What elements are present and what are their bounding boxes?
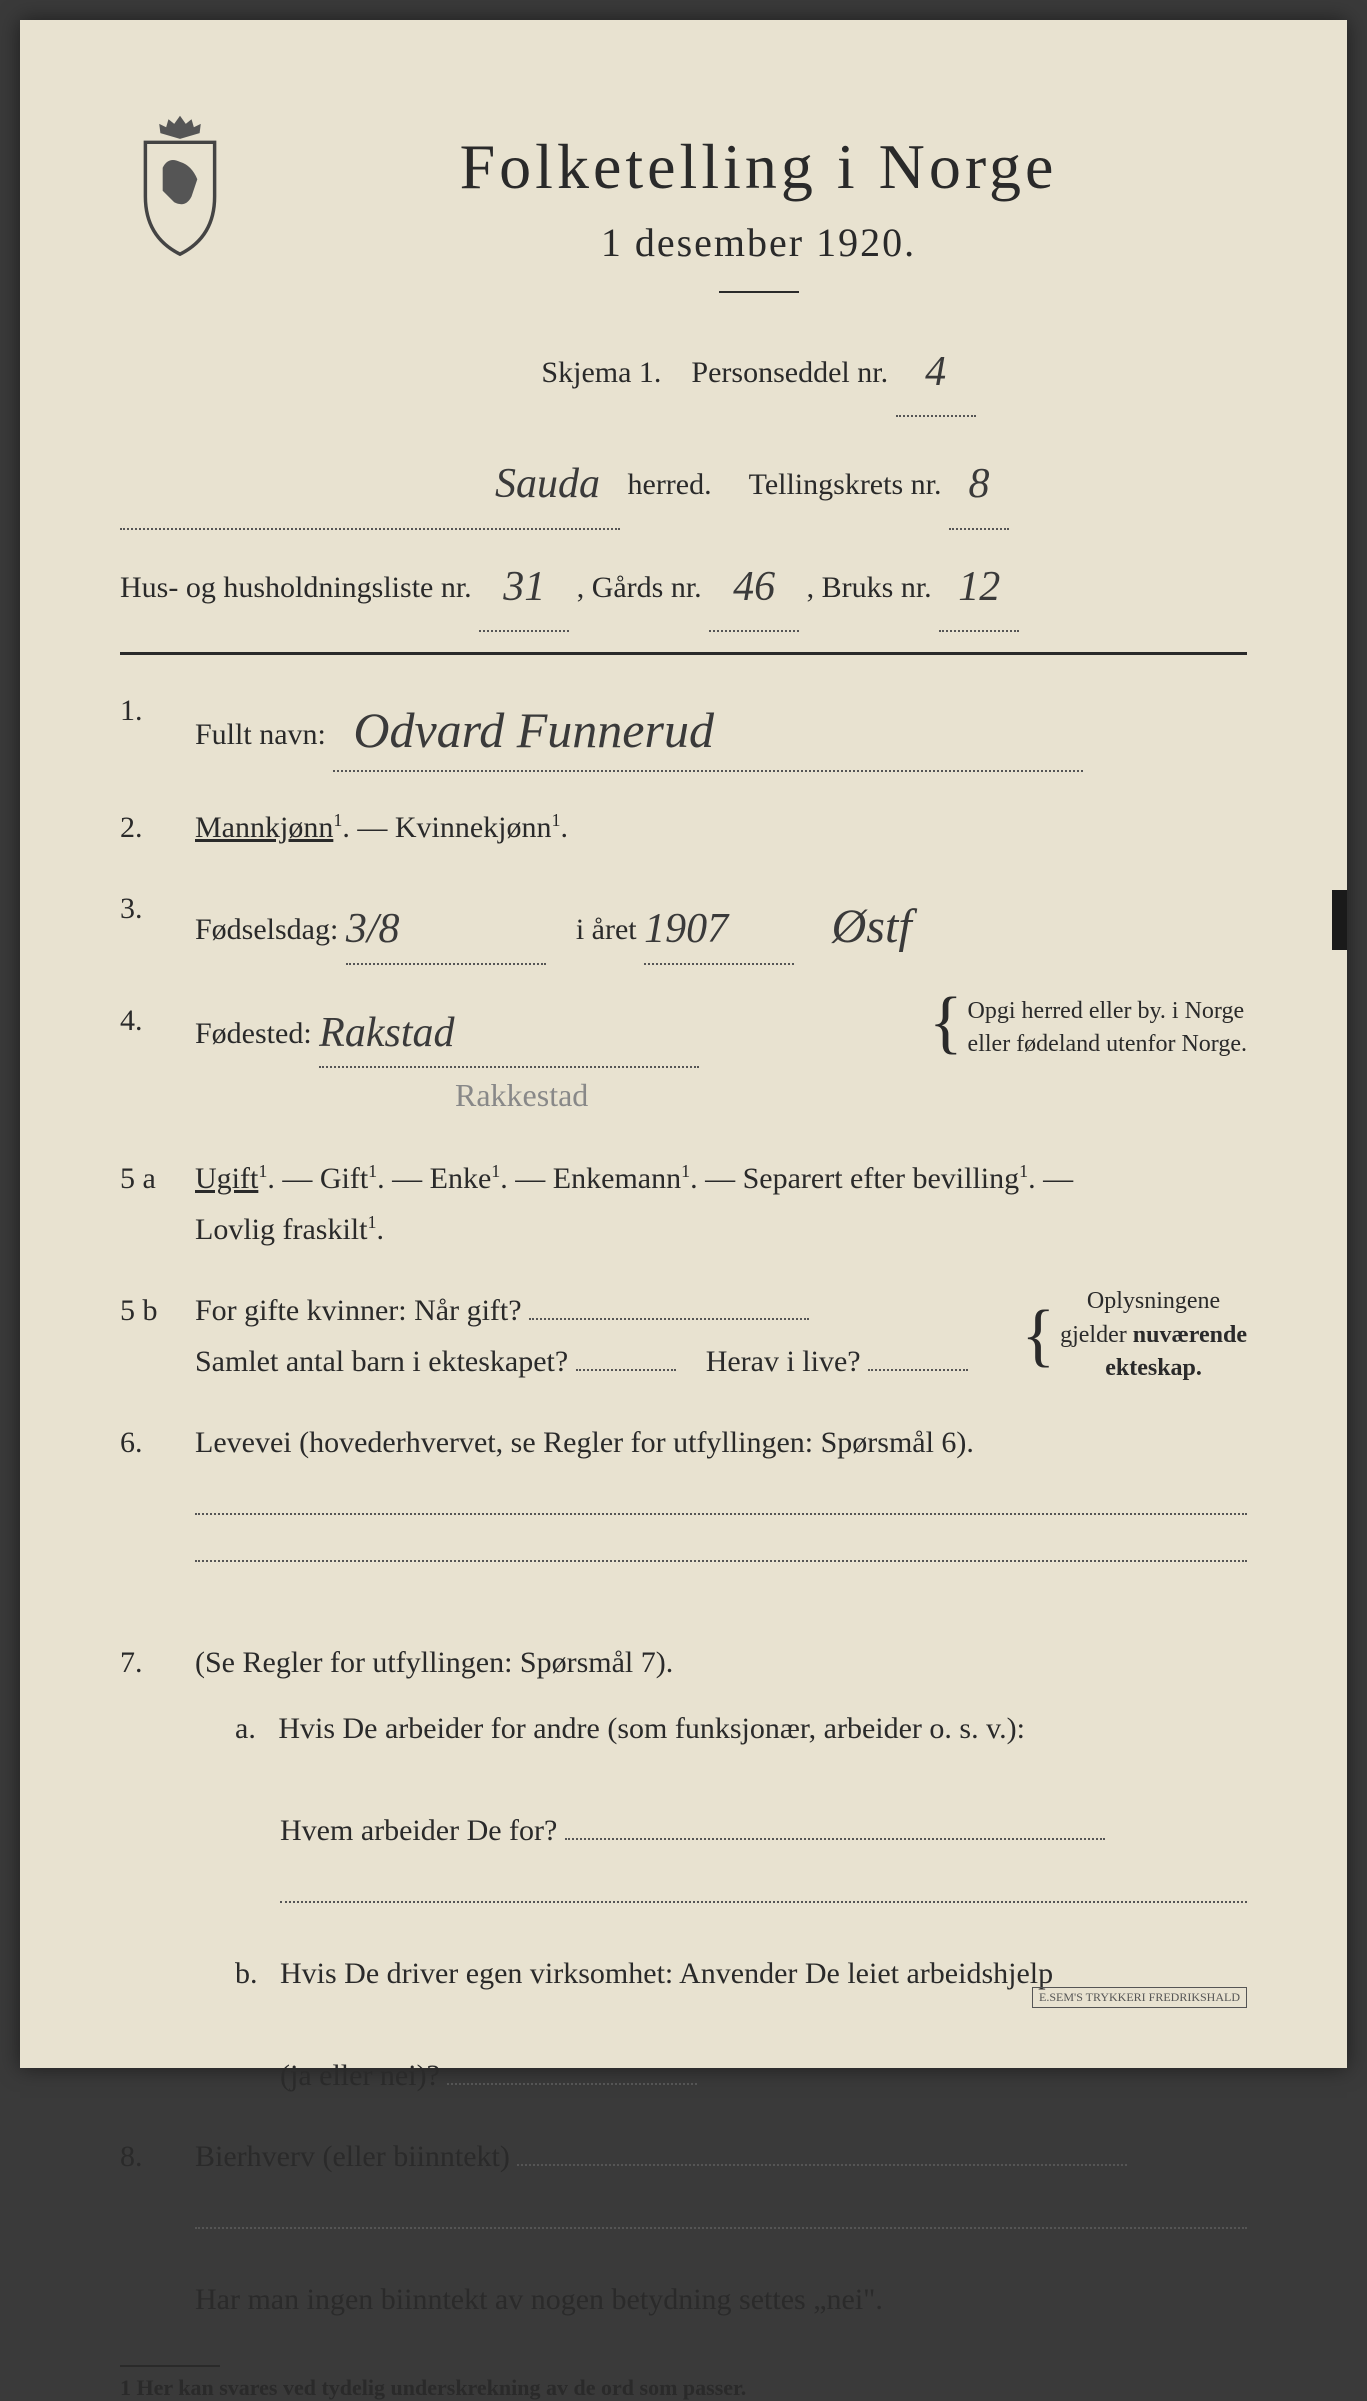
title-block: Folketelling i Norge 1 desember 1920. Sk… [270, 110, 1247, 425]
header: Folketelling i Norge 1 desember 1920. Sk… [120, 110, 1247, 425]
printer-mark: E.SEM'S TRYKKERI FREDRIKSHALD [1032, 1987, 1247, 2008]
q5b: 5 b For gifte kvinner: Når gift? Samlet … [120, 1285, 1247, 1387]
q4-num: 4. [120, 995, 195, 1123]
skjema-line: Skjema 1. Personseddel nr. 4 [270, 323, 1247, 417]
skjema-label: Skjema 1. [541, 356, 661, 389]
bottom-note: Har man ingen biinntekt av nogen betydni… [195, 2283, 883, 2316]
herred-value: Sauda [495, 461, 600, 507]
hus-label: Hus- og husholdningsliste nr. [120, 571, 472, 604]
q7-label: (Se Regler for utfyllingen: Spørsmål 7). [195, 1646, 673, 1679]
footnote-rule [120, 2365, 220, 2367]
title-divider [719, 291, 799, 293]
brace-icon: { [929, 995, 963, 1051]
q4-label: Fødested: [195, 1017, 312, 1050]
q1-num: 1. [120, 685, 195, 772]
edge-tab [1332, 890, 1347, 950]
q2: 2. Mannkjønn1. — Kvinnekjønn1. [120, 802, 1247, 853]
q5a-enke: Enke [430, 1162, 492, 1195]
q2-num: 2. [120, 802, 195, 853]
q7: 7. (Se Regler for utfyllingen: Spørsmål … [120, 1637, 1247, 2101]
q3-label: Fødselsdag: [195, 913, 338, 946]
q5b-num: 5 b [120, 1285, 195, 1387]
personseddel-nr: 4 [925, 349, 946, 395]
q2-mann: Mannkjønn [195, 811, 333, 844]
q8-label: Bierhverv (eller biinntekt) [195, 2140, 510, 2173]
q4-value: Rakstad [319, 1010, 454, 1056]
q4-note: Opgi herred eller by. i Norge eller føde… [968, 995, 1247, 1062]
herred-label: herred. [628, 468, 712, 501]
q3-year: 1907 [644, 906, 728, 952]
q8: 8. Bierhverv (eller biinntekt) Har man i… [120, 2131, 1247, 2325]
q5a-separert: Separert efter bevilling [743, 1162, 1020, 1195]
q3-day: 3/8 [346, 906, 400, 952]
q6-label: Levevei (hovederhvervet, se Regler for u… [195, 1426, 974, 1459]
tellingskrets-nr: 8 [968, 461, 989, 507]
subtitle: 1 desember 1920. [270, 219, 1247, 266]
q7b-l2: (ja eller nei)? [280, 2059, 440, 2092]
hus-nr: 31 [503, 564, 545, 610]
q7a-l1: Hvis De arbeider for andre (som funksjon… [278, 1712, 1025, 1745]
hus-line: Hus- og husholdningsliste nr. 31 , Gårds… [120, 538, 1247, 632]
q3-margin: Østf [832, 900, 912, 953]
q5a: 5 a Ugift1. — Gift1. — Enke1. — Enkemann… [120, 1153, 1247, 1255]
q7a: a. Hvis De arbeider for andre (som funks… [235, 1703, 1247, 1903]
q5b-note: Oplysningene gjelder nuværende ekteskap. [1060, 1285, 1247, 1386]
q1-value: Odvard Funnerud [353, 702, 714, 758]
tellingskrets-label: Tellingskrets nr. [749, 468, 942, 501]
q5b-l2b: Herav i live? [706, 1345, 861, 1378]
bruks-label: , Bruks nr. [807, 571, 932, 604]
q3-year-label: i året [576, 913, 637, 946]
q5a-enkemann: Enkemann [553, 1162, 681, 1195]
q7a-l2: Hvem arbeider De for? [280, 1814, 557, 1847]
q5b-l1: For gifte kvinner: Når gift? [195, 1294, 522, 1327]
q1-label: Fullt navn: [195, 718, 326, 751]
q4-pencil: Rakkestad [455, 1077, 588, 1113]
census-form-page: Folketelling i Norge 1 desember 1920. Sk… [20, 20, 1347, 2068]
q5b-l2a: Samlet antal barn i ekteskapet? [195, 1345, 568, 1378]
coat-of-arms-icon [120, 110, 240, 260]
gards-label: , Gårds nr. [577, 571, 702, 604]
q7b: b. Hvis De driver egen virksomhet: Anven… [235, 1948, 1247, 2101]
gards-nr: 46 [733, 564, 775, 610]
main-divider [120, 652, 1247, 655]
q5a-lovlig: Lovlig fraskilt [195, 1213, 367, 1246]
q3-num: 3. [120, 883, 195, 965]
q7a-num: a. [235, 1712, 256, 1745]
footnote: 1 Her kan svares ved tydelig underskrekn… [120, 2375, 1247, 2401]
q7b-l1: Hvis De driver egen virksomhet: Anvender… [280, 1957, 1053, 1990]
brace-icon: { [1022, 1308, 1056, 1364]
q5a-gift: Gift [320, 1162, 368, 1195]
herred-line: Sauda herred. Tellingskrets nr. 8 [120, 435, 1247, 529]
q7b-num: b. [235, 1957, 258, 1990]
q2-kvinne: Kvinnekjønn [395, 811, 552, 844]
q4: 4. Fødested: Rakstad Rakkestad { Opgi he… [120, 995, 1247, 1123]
bruks-nr: 12 [958, 564, 1000, 610]
q5a-num: 5 a [120, 1153, 195, 1255]
personseddel-label: Personseddel nr. [691, 356, 888, 389]
q5a-ugift: Ugift [195, 1162, 258, 1195]
q8-num: 8. [120, 2131, 195, 2325]
q6: 6. Levevei (hovederhvervet, se Regler fo… [120, 1417, 1247, 1607]
q6-num: 6. [120, 1417, 195, 1607]
q3: 3. Fødselsdag: 3/8 i året 1907 Østf [120, 883, 1247, 965]
q7-num: 7. [120, 1637, 195, 2101]
q1: 1. Fullt navn: Odvard Funnerud [120, 685, 1247, 772]
main-title: Folketelling i Norge [270, 130, 1247, 204]
